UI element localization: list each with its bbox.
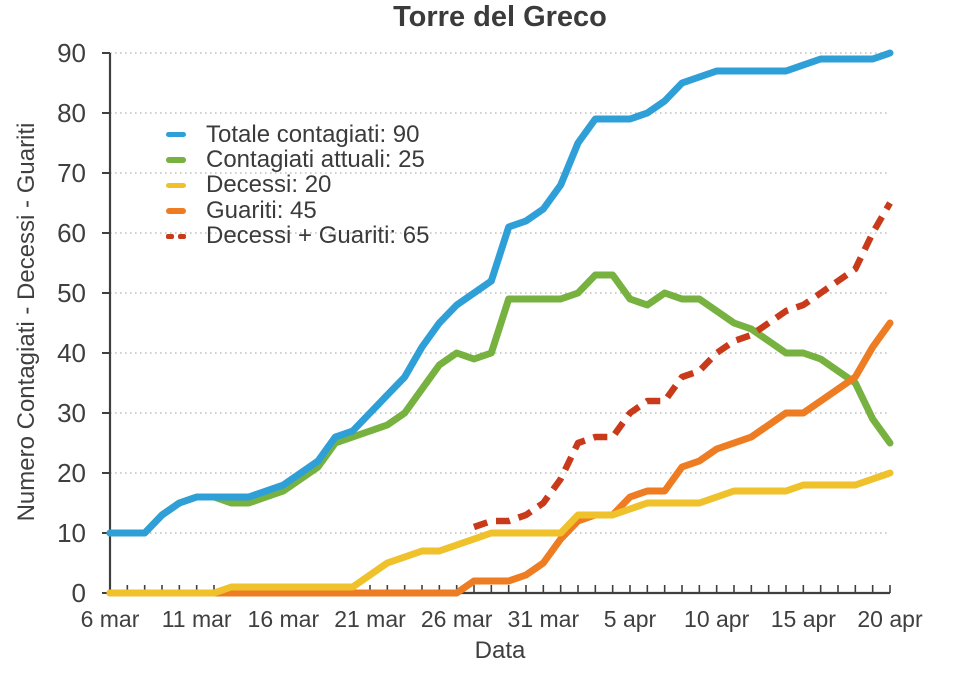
legend-label: Contagiati attuali: 25 xyxy=(206,146,425,174)
chart-title: Torre del Greco xyxy=(393,1,607,33)
y-tick-label: 70 xyxy=(57,158,86,188)
legend-swatch-decessi-icon xyxy=(166,182,186,189)
x-tick-label: 5 apr xyxy=(604,606,657,632)
series-line-decessi xyxy=(106,469,894,597)
x-tick-label: 11 mar xyxy=(162,606,232,632)
y-tick-label: 0 xyxy=(72,578,86,608)
legend-swatch-guariti-icon xyxy=(166,208,186,214)
legend-item-guariti: Guariti: 45 xyxy=(166,196,429,224)
legend-dash-segment xyxy=(166,233,174,239)
legend-swatch-totale-contagiati-icon xyxy=(166,131,186,138)
legend-label: Decessi: 20 xyxy=(206,171,332,199)
series-line-contagiati-attuali xyxy=(106,271,894,537)
legend-swatch-contagiati-attuali-icon xyxy=(166,157,186,163)
legend-label: Guariti: 45 xyxy=(206,196,317,224)
legend-label: Decessi + Guariti: 65 xyxy=(206,222,430,250)
x-tick-label: 15 apr xyxy=(771,606,837,632)
x-tick-label: 16 mar xyxy=(248,606,320,632)
x-tick-label: 21 mar xyxy=(334,606,406,632)
x-tick-label: 31 mar xyxy=(508,606,580,632)
y-tick-label: 40 xyxy=(57,338,86,368)
y-tick-label: 50 xyxy=(57,278,86,308)
y-tick-label: 30 xyxy=(57,398,86,428)
series-line-totale-contagiati xyxy=(106,49,894,537)
series-line-decessi-guariti xyxy=(472,201,893,531)
x-axis-title: Data xyxy=(474,637,526,664)
y-axis-title: Numero Contagiati - Decessi - Guariti xyxy=(13,122,40,522)
legend-item-totale-contagiati: Totale contagiati: 90 xyxy=(166,120,429,148)
x-tick-label: 20 apr xyxy=(857,606,923,632)
y-tick-label: 80 xyxy=(57,98,86,128)
legend-dash-segment xyxy=(178,233,186,239)
x-tick-label: 6 mar xyxy=(81,606,140,632)
x-tick-label: 10 apr xyxy=(684,606,750,632)
y-tick-label: 20 xyxy=(57,458,86,488)
series-line-guariti xyxy=(106,319,894,597)
legend-item-contagiati-attuali: Contagiati attuali: 25 xyxy=(166,146,429,174)
y-tick-label: 90 xyxy=(57,38,86,68)
legend-item-decessi-guariti: Decessi + Guariti: 65 xyxy=(166,222,430,250)
y-tick-label: 60 xyxy=(57,218,86,248)
legend-item-decessi: Decessi: 20 xyxy=(166,171,429,199)
legend-label: Totale contagiati: 90 xyxy=(206,120,420,148)
x-tick-label: 26 mar xyxy=(421,606,493,632)
legend-swatch-decessi-guariti-icon xyxy=(166,233,186,239)
legend: Totale contagiati: 90 Contagiati attuali… xyxy=(166,120,430,250)
y-tick-label: 10 xyxy=(57,518,86,548)
